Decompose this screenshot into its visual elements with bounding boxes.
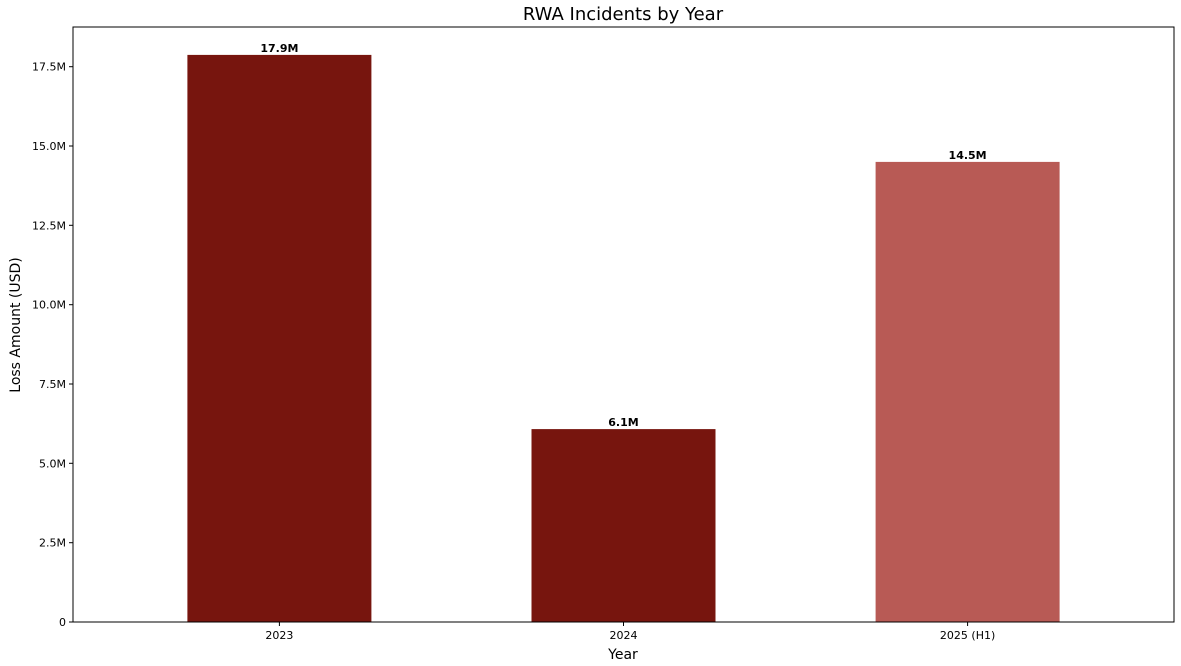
y-tick-label: 10.0M [32,299,66,312]
y-axis-label: Loss Amount (USD) [8,257,24,392]
x-axis-label: Year [607,647,638,663]
y-tick-label: 2.5M [39,537,66,550]
y-tick-label: 15.0M [32,140,66,153]
y-tick-label: 12.5M [32,219,66,232]
bar-2023 [187,54,372,622]
y-tick-label: 0 [59,616,66,629]
bar-value-labels: 17.9M 6.1M 14.5M [260,42,986,429]
x-tick-label: 2023 [265,629,293,642]
plot-frame [72,26,1175,623]
y-tick-label: 5.0M [39,457,66,470]
bar-2024 [531,429,716,622]
bar-value-label: 17.9M [260,42,298,55]
bars-group [187,54,1060,622]
bar-value-label: 14.5M [949,149,987,162]
bar-2025-h1 [875,161,1060,622]
x-axis-ticks: 2023 2024 2025 (H1) [265,622,995,642]
x-tick-label: 2025 (H1) [940,629,995,642]
y-tick-label: 7.5M [39,378,66,391]
y-tick-label: 17.5M [32,61,66,74]
y-axis-ticks: 0 2.5M 5.0M 7.5M 10.0M 12.5M 15.0M 17.5M [32,61,73,629]
x-tick-label: 2024 [610,629,638,642]
chart-title: RWA Incidents by Year [523,4,724,25]
bar-value-label: 6.1M [608,416,638,429]
